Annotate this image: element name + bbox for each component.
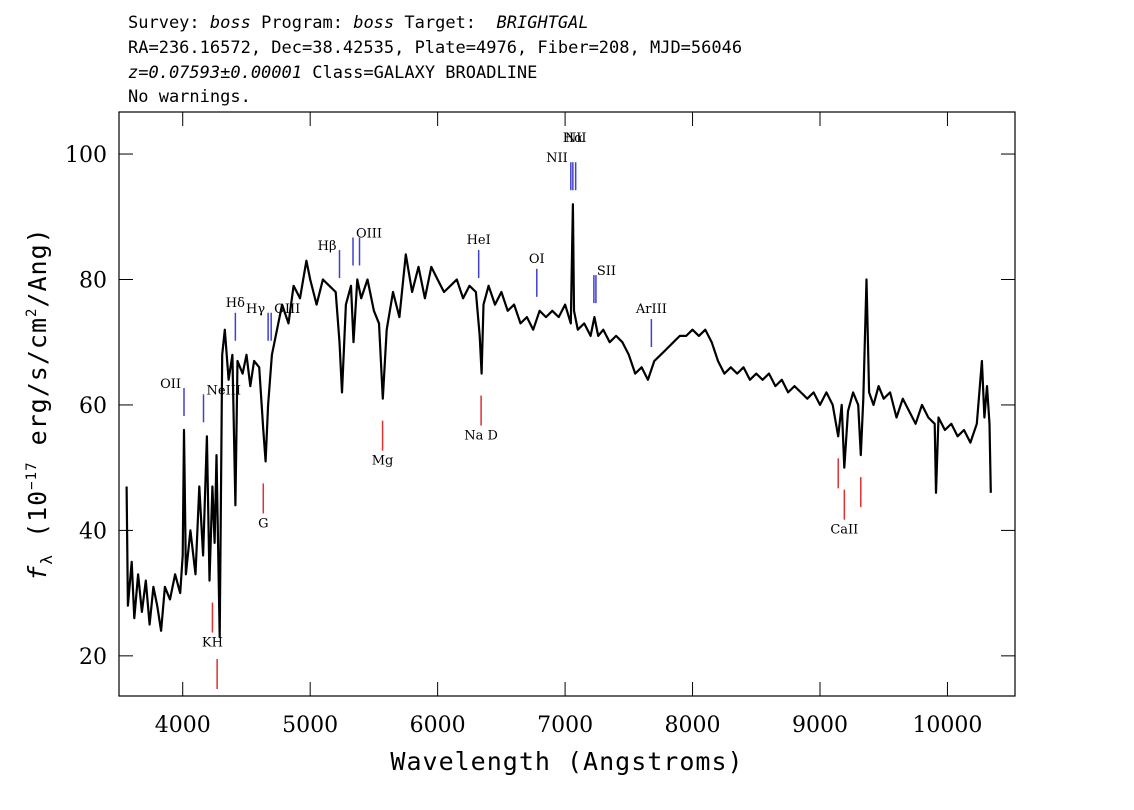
header-text: boss [210, 13, 251, 33]
x-tick-label: 9000 [792, 713, 848, 738]
header-text: Target: [394, 13, 496, 33]
header-text: boss [353, 13, 394, 33]
x-tick-label: 5000 [282, 713, 338, 738]
emission-label: Hδ [226, 296, 245, 311]
header-text: BRIGHTGAL [497, 13, 589, 33]
y-tick-label: 80 [79, 268, 107, 293]
y-axis-label: fλ (10−17 erg/s/cm2/Ang) [23, 227, 56, 580]
emission-label: Hγ [246, 302, 265, 317]
header-text: RA=236.16572, Dec=38.42535, Plate=4976, … [128, 38, 742, 58]
header-line: Survey: boss Program: boss Target: BRIGH… [128, 13, 589, 33]
emission-label: OIII [274, 302, 300, 317]
y-label-part: 2 [24, 308, 40, 317]
emission-label: OII [160, 377, 181, 392]
x-tick-label: 7000 [537, 713, 593, 738]
emission-label: ArIII [635, 302, 667, 317]
emission-label: NII [565, 131, 587, 146]
absorption-label: Mg [372, 454, 394, 469]
absorption-label: KH [202, 636, 223, 651]
y-tick-label: 60 [79, 394, 107, 419]
emission-label: NII [546, 151, 568, 166]
absorption-label: CaII [830, 523, 858, 538]
emission-label: Hβ [318, 239, 337, 254]
header-line: No warnings. [128, 87, 251, 107]
absorption-label: G [258, 516, 268, 531]
y-tick-label: 40 [79, 519, 107, 544]
emission-label: NeIII [207, 383, 241, 398]
y-label-part: (10 [23, 490, 52, 554]
x-tick-label: 8000 [665, 713, 721, 738]
header-text: Program: [251, 13, 353, 33]
y-tick-label: 100 [65, 143, 107, 168]
y-tick-label: 20 [79, 645, 107, 670]
emission-label: SII [597, 264, 616, 279]
header-text: Survey: [128, 13, 210, 33]
plot-frame [118, 111, 1016, 697]
emission-label: OIII [356, 226, 382, 241]
y-label-part: /Ang) [23, 227, 52, 307]
header-line: z=0.07593±0.00001 Class=GALAXY BROADLINE [128, 63, 537, 83]
emission-label: HeI [467, 233, 491, 248]
header-text: z=0.07593±0.00001 [128, 63, 302, 83]
header-text: No warnings. [128, 87, 251, 107]
absorption-label: Na D [464, 429, 498, 444]
x-tick-label: 10000 [912, 713, 982, 738]
y-label-part: −17 [24, 461, 40, 489]
y-label-part: erg/s/cm [23, 317, 52, 461]
y-label-part: f [23, 565, 52, 581]
header-line: RA=236.16572, Dec=38.42535, Plate=4976, … [128, 38, 742, 58]
x-tick-label: 6000 [410, 713, 466, 738]
x-axis-label: Wavelength (Angstroms) [390, 747, 743, 776]
header-text: Class=GALAXY BROADLINE [302, 63, 537, 83]
x-tick-label: 4000 [155, 713, 211, 738]
y-label-part: λ [37, 554, 56, 565]
spectrum-line [125, 203, 992, 639]
emission-label: OI [529, 252, 545, 267]
emission-label: Hα [563, 131, 583, 146]
